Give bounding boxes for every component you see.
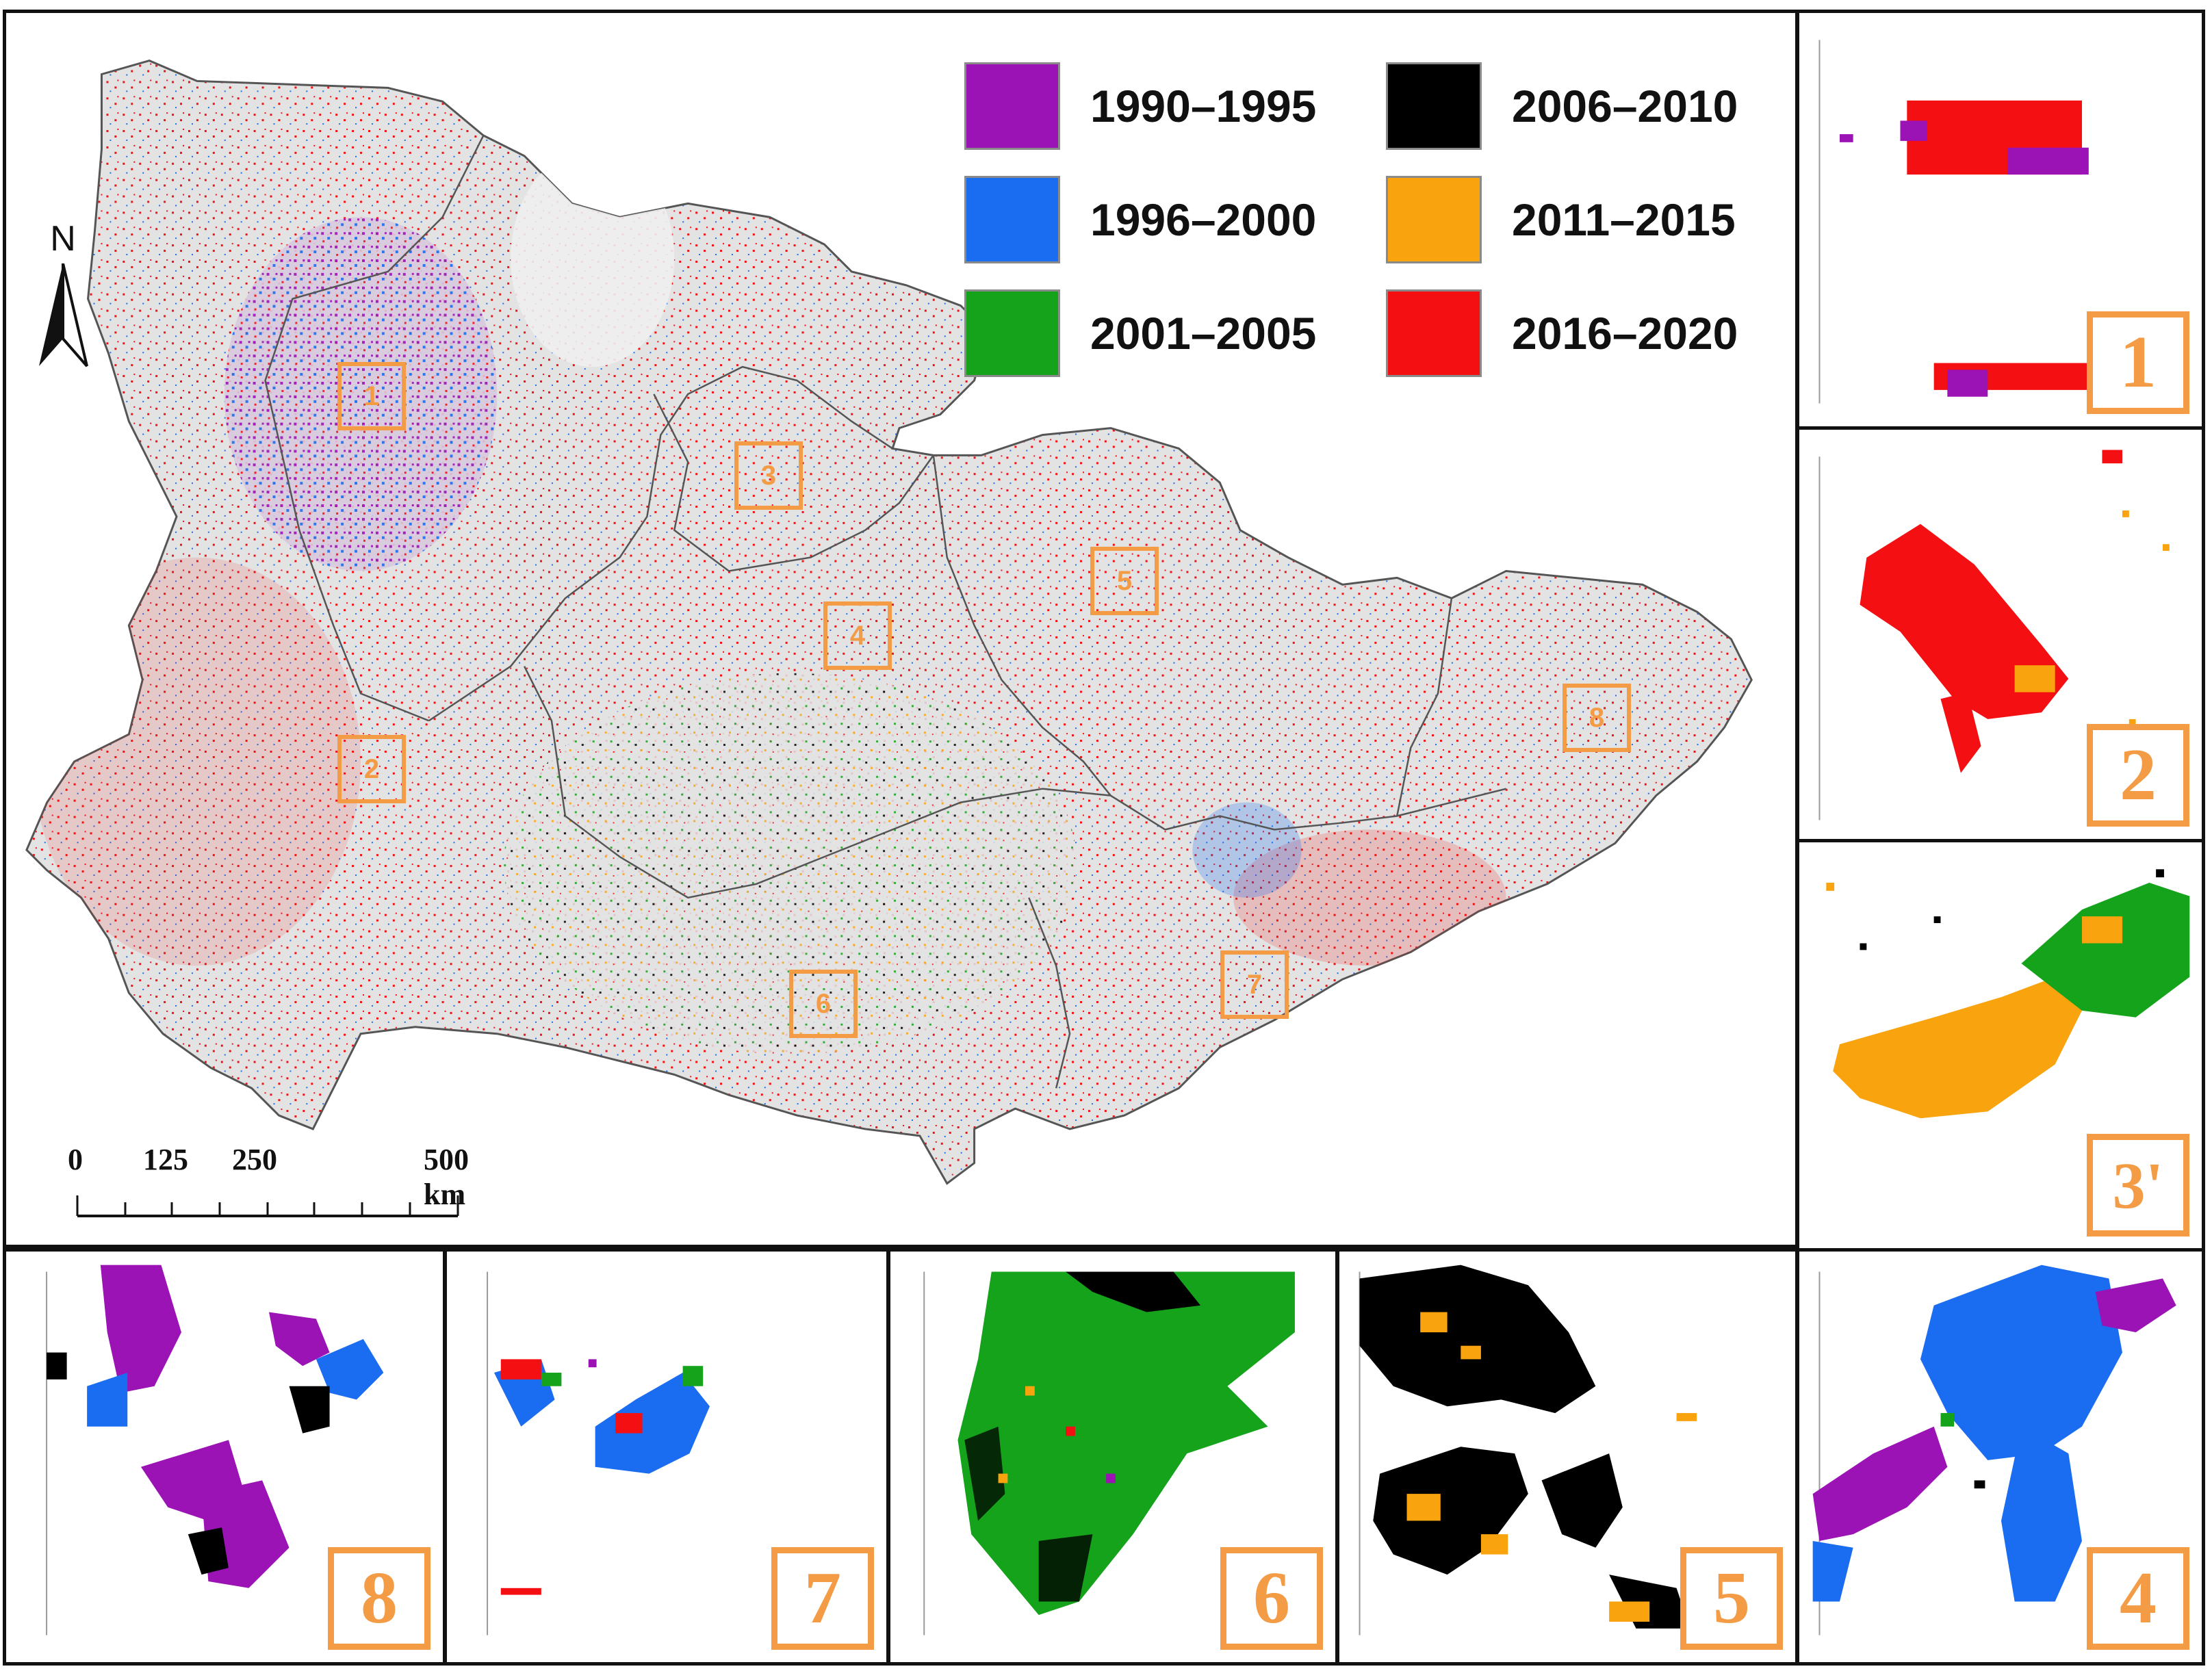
inset-label: 3' [2087,1134,2189,1236]
inset-label: 1 [2087,311,2189,414]
legend-swatch [1386,62,1482,150]
inset-panel-5: 5 [1336,1248,1799,1666]
region-marker-2: 2 [337,735,406,803]
inset-panel-3: 3' [1796,839,2205,1252]
north-arrow-icon: N [32,218,94,369]
legend-item-1990-1995: 1990–1995 [964,62,1316,150]
scale-tick-label: 250 [232,1143,277,1176]
legend-label: 2006–2010 [1512,81,1738,131]
legend-item-1996-2000: 1996–2000 [964,176,1316,263]
legend-label: 2001–2005 [1090,308,1317,359]
province-borders [264,135,1506,1089]
scale-tick-label: 500 km [424,1143,469,1211]
region-marker-3: 3 [734,441,803,510]
region-marker-6: 6 [789,970,858,1038]
scale-tick-label: 125 [143,1143,188,1176]
scale-tick-label: 0 [68,1143,83,1176]
legend-label: 2011–2015 [1512,194,1736,245]
scale-bar: 0 125 250 500 km [68,1142,478,1224]
region-marker-8: 8 [1562,684,1631,752]
inset-label: 5 [1680,1547,1783,1650]
inset-panel-7: 7 [443,1248,890,1666]
legend-label: 1990–1995 [1090,81,1317,131]
legend-item-2001-2005: 2001–2005 [964,289,1316,377]
inset-panel-8: 8 [3,1248,446,1666]
inset-label: 4 [2087,1547,2189,1650]
region-marker-7: 7 [1220,950,1289,1019]
legend-swatch [964,176,1060,263]
north-label: N [50,219,76,259]
inset-label: 6 [1220,1547,1323,1650]
region-marker-5: 5 [1090,547,1159,615]
region-marker-4: 4 [823,601,892,670]
main-map-canvas [25,60,1753,1184]
legend-swatch [964,62,1060,150]
legend-swatch [1386,289,1482,377]
legend-item-2011-2015: 2011–2015 [1386,176,1736,263]
legend-swatch [1386,176,1482,263]
inset-label: 8 [328,1547,430,1650]
inset-panel-1: 1 [1796,10,2205,430]
legend-label: 2016–2020 [1512,308,1738,359]
inset-label: 7 [771,1547,874,1650]
region-marker-1: 1 [337,362,406,430]
inset-panel-2: 2 [1796,426,2205,842]
legend-swatch [964,289,1060,377]
legend-item-2016-2020: 2016–2020 [1386,289,1738,377]
main-map-panel: 1990–1995 2006–2010 1996–2000 2011–2015 … [3,10,1799,1248]
inset-panel-4: 4 [1796,1248,2205,1666]
legend-item-2006-2010: 2006–2010 [1386,62,1738,150]
inset-label: 2 [2087,724,2189,827]
inset-panel-6: 6 [887,1248,1339,1666]
legend-label: 1996–2000 [1090,194,1317,245]
